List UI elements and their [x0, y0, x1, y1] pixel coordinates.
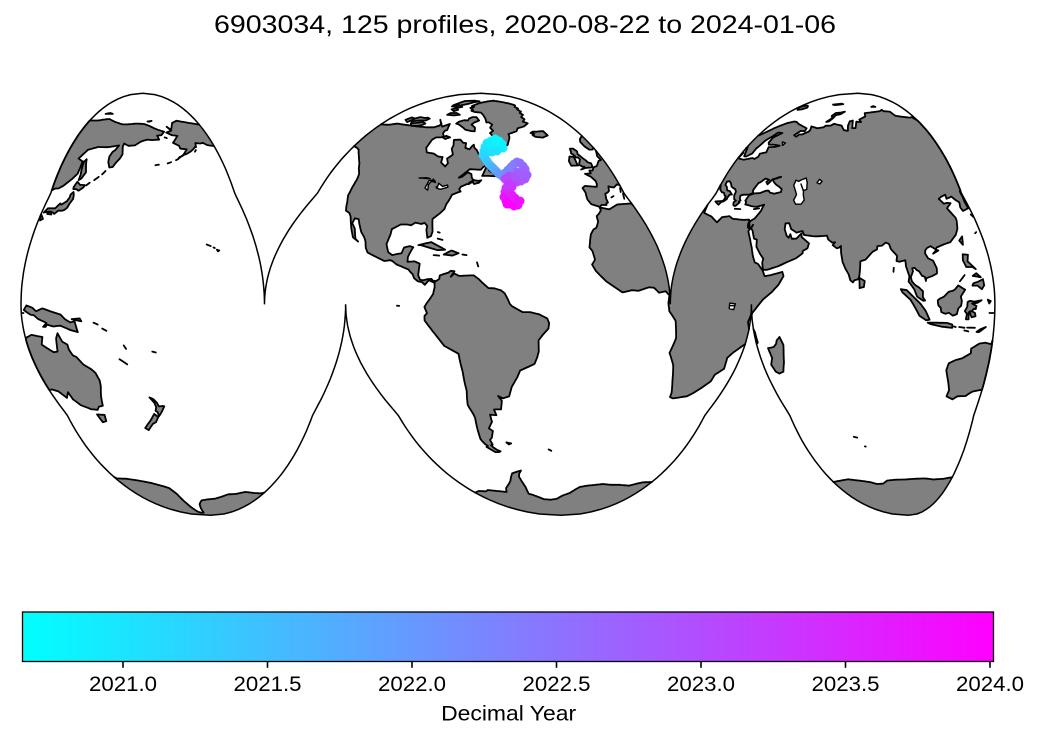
svg-text:2022.0: 2022.0: [378, 673, 446, 696]
svg-text:6903034, 125 profiles, 2020-08: 6903034, 125 profiles, 2020-08-22 to 202…: [214, 12, 836, 39]
svg-text:2021.0: 2021.0: [89, 673, 157, 696]
svg-text:2021.5: 2021.5: [234, 673, 302, 696]
svg-text:2022.5: 2022.5: [523, 673, 591, 696]
svg-text:2024.0: 2024.0: [956, 673, 1024, 696]
svg-text:2023.5: 2023.5: [812, 673, 880, 696]
svg-text:2023.0: 2023.0: [667, 673, 735, 696]
svg-text:Decimal Year: Decimal Year: [441, 702, 576, 726]
